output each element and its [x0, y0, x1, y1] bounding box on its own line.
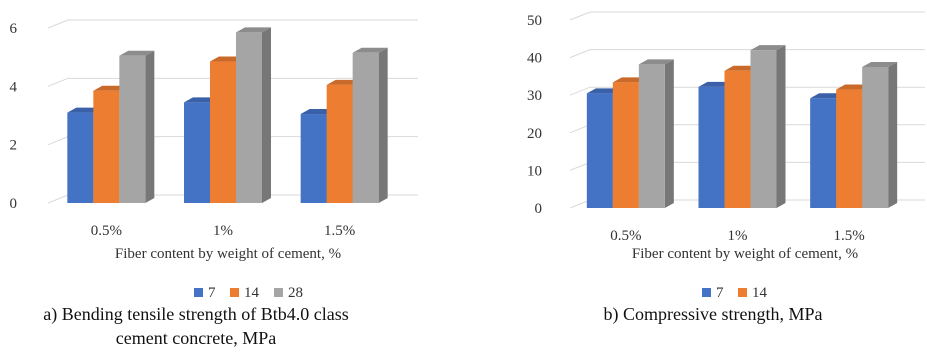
bar	[300, 114, 327, 203]
y-tick-label: 20	[527, 126, 542, 142]
bar-top	[119, 50, 155, 56]
bar	[210, 61, 236, 203]
bar	[93, 90, 120, 203]
bar	[836, 89, 863, 208]
legend: 7 14 28	[194, 285, 303, 301]
legend-swatch	[738, 288, 747, 297]
bar	[862, 67, 889, 208]
bar-side	[776, 45, 786, 208]
x-tick-label: 1%	[728, 228, 748, 244]
bar-side	[888, 62, 898, 208]
bar	[638, 64, 665, 208]
bar	[326, 84, 353, 203]
x-axis-label: Fiber content by weight of cement, %	[632, 246, 858, 262]
bar-side	[664, 59, 674, 209]
x-tick-label: 0.5%	[91, 223, 122, 239]
y-tick-label: 10	[527, 163, 542, 179]
legend-label: 7	[716, 285, 724, 301]
bar-side	[145, 50, 155, 204]
legend-label: 14	[244, 285, 260, 301]
chart-compressive: 0 10 20 30 40 50 0.5% 1% 1.5% Fiber content by …	[527, 11, 925, 325]
bar	[612, 82, 639, 208]
y-tick-label: 0	[10, 196, 18, 212]
bar-top	[750, 45, 786, 51]
bar-top	[352, 47, 388, 53]
bar-top	[638, 59, 674, 65]
x-tick-label: 1.5%	[834, 228, 865, 244]
bar	[810, 98, 837, 208]
bar-side	[262, 27, 271, 203]
y-tick-label: 0	[535, 201, 543, 217]
legend-label: 28	[288, 285, 303, 301]
legend-label: 14	[752, 285, 768, 301]
legend-swatch	[194, 288, 203, 297]
bar	[750, 50, 777, 208]
caption-line-1: a) Bending tensile strength of Btb4.0 cl…	[43, 304, 348, 325]
x-axis-label: Fiber content by weight of cement, %	[115, 246, 341, 262]
x-tick-label: 0.5%	[610, 228, 641, 244]
legend-swatch	[274, 288, 283, 297]
gridline	[569, 49, 925, 59]
bar	[352, 52, 379, 203]
bars	[586, 45, 898, 209]
y-axis-ticks: 0 2 4 6	[10, 21, 18, 212]
y-tick-label: 40	[527, 51, 542, 67]
bar	[67, 112, 94, 203]
bar	[184, 102, 210, 203]
x-tick-label: 1.5%	[324, 223, 355, 239]
legend: 7 14	[702, 285, 768, 301]
legend-swatch	[702, 288, 711, 297]
legend-swatch	[230, 288, 239, 297]
gridline	[569, 11, 925, 21]
bar	[236, 32, 262, 203]
y-tick-label: 2	[10, 138, 18, 154]
bar-side	[378, 47, 388, 203]
bar	[119, 55, 146, 204]
gridline	[569, 86, 925, 96]
x-axis-ticks: 0.5% 1% 1.5%	[91, 223, 356, 239]
y-axis-ticks: 0 10 20 30 40 50	[527, 13, 542, 217]
caption-line-2: cement concrete, MPa	[116, 328, 276, 348]
bar	[586, 93, 613, 208]
y-tick-label: 6	[10, 21, 18, 37]
y-tick-label: 30	[527, 88, 542, 104]
caption-line-1: b) Compressive strength, MPa	[604, 304, 823, 325]
bar	[698, 86, 725, 208]
bar-top	[236, 27, 271, 33]
x-tick-label: 1%	[213, 223, 233, 239]
bar	[724, 70, 751, 208]
bars	[67, 27, 388, 204]
gridline	[47, 19, 418, 29]
x-axis-ticks: 0.5% 1% 1.5%	[610, 228, 865, 244]
legend-label: 7	[208, 285, 216, 301]
bar-top	[862, 62, 898, 67]
y-tick-label: 50	[527, 13, 542, 29]
gridline	[47, 77, 418, 87]
y-tick-label: 4	[10, 79, 18, 95]
chart-bending-tensile: 0 2 4 6 0.5% 1% 1.5% Fiber content by weight …	[10, 19, 418, 348]
